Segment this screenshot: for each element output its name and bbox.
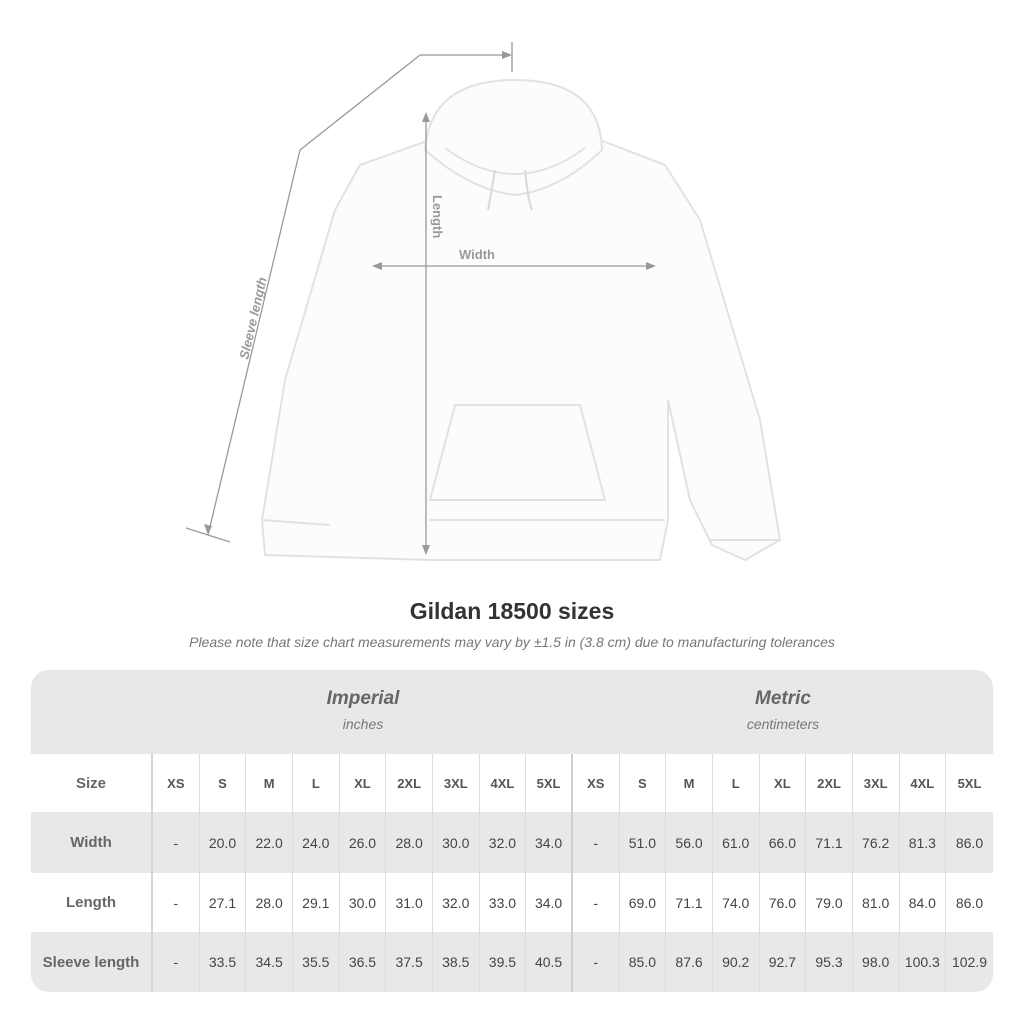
metric-group: Metric centimeters xyxy=(573,688,993,732)
table-cell: 51.0 xyxy=(620,812,667,873)
row-label: Sleeve length xyxy=(31,932,153,992)
size-header-cell: XL xyxy=(340,754,387,812)
table-cell: 34.0 xyxy=(526,812,573,873)
table-cell: 35.5 xyxy=(293,932,340,992)
table-cell: 27.1 xyxy=(200,873,247,932)
table-cell: 38.5 xyxy=(433,932,480,992)
size-header-cell: M xyxy=(246,754,293,812)
table-cell: 20.0 xyxy=(200,812,247,873)
size-header-cell: 5XL xyxy=(957,775,982,791)
metric-title: Metric xyxy=(755,688,811,709)
table-row: Width -20.0 22.0 24.0 26.0 28.0 30.0 32.0 34.0-5… xyxy=(31,812,993,873)
tolerance-note: Please note that size chart measurements… xyxy=(189,634,835,650)
table-header: Imperial inches Metric centimeters xyxy=(31,670,993,754)
table-cell: 66.0 xyxy=(760,812,807,873)
table-cell: 69.0 xyxy=(620,873,667,932)
table-cell: 90.2 xyxy=(713,932,760,992)
size-header-cell: S xyxy=(200,754,247,812)
table-cell: 87.6 xyxy=(666,932,713,992)
table-cell: - xyxy=(573,873,620,932)
table-cell: 95.3 xyxy=(806,932,853,992)
table-cell: 71.1 xyxy=(666,873,713,932)
table-cell: 33.5 xyxy=(200,932,247,992)
table-cell: - xyxy=(153,812,200,873)
table-cell: 86.0 xyxy=(955,834,984,851)
metric-unit: centimeters xyxy=(746,716,820,732)
size-header-cell: XL xyxy=(760,754,807,812)
size-header-cell: 3XL xyxy=(853,754,900,812)
table-cell: 81.0 xyxy=(853,873,900,932)
table-cell: 86.0 xyxy=(955,894,984,911)
size-header-cell: 2XL xyxy=(806,754,853,812)
table-cell: 76.2 xyxy=(853,812,900,873)
table-cell: 39.5 xyxy=(480,932,527,992)
table-cell: 84.0 xyxy=(900,873,947,932)
table-row: Sleeve length -33.5 34.5 35.5 36.5 37.5 38.5 39… xyxy=(31,932,993,992)
size-table: Imperial inches Metric centimeters Size X… xyxy=(31,670,993,992)
size-header-row: Size XS S M L XL 2XL 3XL 4XL 5XL XS S M L XL 2XL 3XL 4XL 5… xyxy=(31,754,993,812)
table-cell: 28.0 xyxy=(386,812,433,873)
table-cell: - xyxy=(573,812,620,873)
table-cell: 76.0 xyxy=(760,873,807,932)
table-cell: 40.5 xyxy=(526,932,573,992)
size-header-cell: 4XL xyxy=(480,754,527,812)
row-label: Length xyxy=(31,873,153,932)
table-cell: - xyxy=(153,932,200,992)
table-cell: 100.3 xyxy=(900,932,947,992)
table-row: Length -27.1 28.0 29.1 30.0 31.0 32.0 33.0 34.0-… xyxy=(31,873,993,932)
table-cell: 74.0 xyxy=(713,873,760,932)
size-header-cell: M xyxy=(666,754,713,812)
table-cell: 24.0 xyxy=(293,812,340,873)
size-header-cell: 3XL xyxy=(433,754,480,812)
size-header-cell: S xyxy=(620,754,667,812)
table-cell: 30.0 xyxy=(433,812,480,873)
imperial-group: Imperial inches xyxy=(153,688,573,732)
size-header-cell: 5XL xyxy=(526,754,573,812)
size-header-cell: L xyxy=(713,754,760,812)
table-cell: 28.0 xyxy=(246,873,293,932)
table-cell: 71.1 xyxy=(806,812,853,873)
size-header-cell: L xyxy=(293,754,340,812)
size-header-cell: 4XL xyxy=(900,754,947,812)
table-cell: 33.0 xyxy=(480,873,527,932)
table-cell: 34.5 xyxy=(246,932,293,992)
size-header-cell: XS xyxy=(573,754,620,812)
table-cell: 56.0 xyxy=(666,812,713,873)
table-cell: 22.0 xyxy=(246,812,293,873)
table-cell: 79.0 xyxy=(806,873,853,932)
table-cell: 85.0 xyxy=(620,932,667,992)
sleeve-length-label: Sleeve length xyxy=(236,276,269,361)
page-title: Gildan 18500 sizes xyxy=(409,598,615,624)
table-cell: 98.0 xyxy=(853,932,900,992)
hoodie-diagram: Sleeve length Length Width xyxy=(185,42,782,562)
size-header-cell: 2XL xyxy=(386,754,433,812)
table-cell: 29.1 xyxy=(293,873,340,932)
table-cell: 32.0 xyxy=(480,812,527,873)
table-cell: 102.9 xyxy=(951,954,987,970)
imperial-unit: inches xyxy=(342,716,384,732)
imperial-title: Imperial xyxy=(326,688,400,709)
table-cell: 92.7 xyxy=(760,932,807,992)
table-cell: - xyxy=(573,932,620,992)
table-cell: 36.5 xyxy=(340,932,387,992)
table-cell: 26.0 xyxy=(340,812,387,873)
length-label: Length xyxy=(430,195,445,238)
table-cell: 61.0 xyxy=(713,812,760,873)
width-label: Width xyxy=(459,247,495,262)
row-label: Size xyxy=(31,754,153,812)
table-cell: 31.0 xyxy=(386,873,433,932)
table-cell: - xyxy=(153,873,200,932)
table-cell: 32.0 xyxy=(433,873,480,932)
row-label: Width xyxy=(31,812,153,873)
table-cell: 34.0 xyxy=(526,873,573,932)
size-header-cell: XS xyxy=(153,754,200,812)
table-cell: 37.5 xyxy=(386,932,433,992)
table-cell: 81.3 xyxy=(900,812,947,873)
table-cell: 30.0 xyxy=(340,873,387,932)
hoodie-illustration xyxy=(260,78,782,562)
